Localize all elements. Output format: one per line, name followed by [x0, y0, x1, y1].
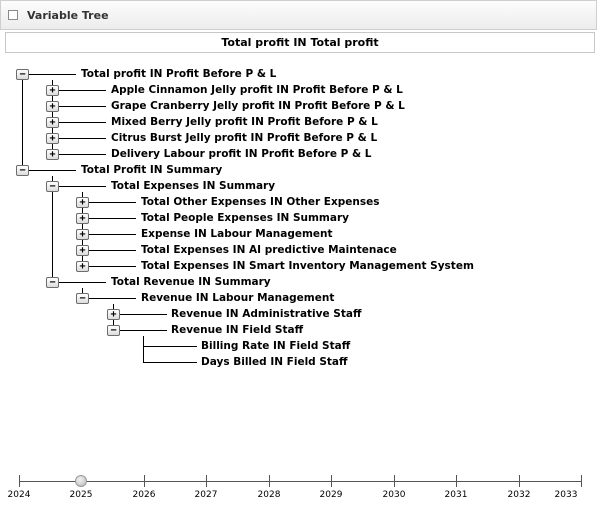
collapse-toggle[interactable]: −: [16, 69, 29, 80]
tree-connector: [82, 298, 136, 299]
tree-node-label[interactable]: Days Billed IN Field Staff: [201, 356, 348, 368]
expand-toggle[interactable]: +: [76, 197, 89, 208]
year-label: 2027: [194, 490, 218, 500]
tree-node-label[interactable]: Total People Expenses IN Summary: [141, 212, 349, 224]
variable-tree: − + + + + + − − + + + + + − − + − Total …: [16, 68, 474, 368]
tree-connector: [52, 176, 53, 283]
tree-connector: [143, 362, 197, 363]
tree-connector: [52, 186, 106, 187]
panel-title: Variable Tree: [27, 9, 109, 22]
tree-node-label[interactable]: Revenue IN Labour Management: [141, 292, 335, 304]
year-tick: [456, 475, 457, 487]
expand-toggle[interactable]: +: [76, 245, 89, 256]
tree-node-label[interactable]: Total Revenue IN Summary: [111, 276, 271, 288]
tree-connector: [52, 106, 106, 107]
expand-toggle[interactable]: +: [76, 213, 89, 224]
tree-node-label[interactable]: Total profit IN Profit Before P & L: [81, 68, 277, 80]
tree-node-label[interactable]: Total Expenses IN Summary: [111, 180, 276, 192]
year-label: 2033: [554, 490, 578, 500]
tree-node-label[interactable]: Billing Rate IN Field Staff: [201, 340, 351, 352]
timeline-axis: [19, 481, 582, 482]
panel-checkbox[interactable]: [8, 10, 18, 20]
tree-node-label[interactable]: Total Profit IN Summary: [81, 164, 223, 176]
collapse-toggle[interactable]: −: [46, 181, 59, 192]
expand-toggle[interactable]: +: [76, 261, 89, 272]
tree-connector: [52, 122, 106, 123]
collapse-toggle[interactable]: −: [46, 277, 59, 288]
year-tick: [519, 475, 520, 487]
tree-connector: [82, 250, 136, 251]
year-label: 2025: [69, 490, 93, 500]
year-label: 2024: [7, 490, 31, 500]
tree-connector: [143, 346, 197, 347]
tree-connector: [113, 330, 167, 331]
tree-node-label[interactable]: Expense IN Labour Management: [141, 228, 333, 240]
year-tick: [19, 475, 20, 487]
tree-node-label[interactable]: Total Other Expenses IN Other Expenses: [141, 196, 380, 208]
tree-node-label[interactable]: Mixed Berry Jelly profit IN Profit Befor…: [111, 116, 378, 128]
expand-toggle[interactable]: +: [107, 309, 120, 320]
tree-node-label[interactable]: Citrus Burst Jelly profit IN Profit Befo…: [111, 132, 378, 144]
root-node-label: Total profit IN Total profit: [5, 32, 595, 53]
year-label: 2026: [132, 490, 156, 500]
panel-header: Variable Tree: [0, 0, 597, 30]
tree-connector: [82, 234, 136, 235]
year-timeline-slider[interactable]: 2024 2025 2026 2027 2028 2029 2030 2031 …: [0, 470, 599, 516]
tree-connector: [52, 154, 106, 155]
tree-connector: [52, 90, 106, 91]
expand-toggle[interactable]: +: [46, 117, 59, 128]
collapse-toggle[interactable]: −: [76, 293, 89, 304]
year-label: 2028: [257, 490, 281, 500]
expand-toggle[interactable]: +: [76, 229, 89, 240]
tree-connector: [22, 80, 23, 171]
tree-connector: [82, 202, 136, 203]
year-tick: [581, 475, 582, 487]
year-label: 2029: [319, 490, 343, 500]
tree-connector: [143, 336, 144, 363]
expand-toggle[interactable]: +: [46, 85, 59, 96]
tree-connector: [22, 170, 76, 171]
year-label: 2032: [507, 490, 531, 500]
expand-toggle[interactable]: +: [46, 101, 59, 112]
tree-connector: [82, 218, 136, 219]
timeline-slider-handle[interactable]: [75, 475, 87, 487]
year-tick: [394, 475, 395, 487]
tree-node-label[interactable]: Delivery Labour profit IN Profit Before …: [111, 148, 372, 160]
tree-node-label[interactable]: Total Expenses IN AI predictive Maintena…: [141, 244, 397, 256]
tree-connector: [22, 74, 76, 75]
collapse-toggle[interactable]: −: [107, 325, 120, 336]
year-label: 2030: [382, 490, 406, 500]
year-tick: [331, 475, 332, 487]
year-tick: [206, 475, 207, 487]
tree-node-label[interactable]: Grape Cranberry Jelly profit IN Profit B…: [111, 100, 405, 112]
tree-node-label[interactable]: Total Expenses IN Smart Inventory Manage…: [141, 260, 474, 272]
year-label: 2031: [444, 490, 468, 500]
expand-toggle[interactable]: +: [46, 133, 59, 144]
tree-connector: [113, 314, 167, 315]
tree-connector: [82, 266, 136, 267]
collapse-toggle[interactable]: −: [16, 165, 29, 176]
tree-node-label[interactable]: Apple Cinnamon Jelly profit IN Profit Be…: [111, 84, 403, 96]
year-tick: [144, 475, 145, 487]
year-tick: [269, 475, 270, 487]
tree-connector: [52, 138, 106, 139]
tree-node-label[interactable]: Revenue IN Administrative Staff: [171, 308, 362, 320]
expand-toggle[interactable]: +: [46, 149, 59, 160]
tree-connector: [52, 282, 106, 283]
tree-node-label[interactable]: Revenue IN Field Staff: [171, 324, 304, 336]
